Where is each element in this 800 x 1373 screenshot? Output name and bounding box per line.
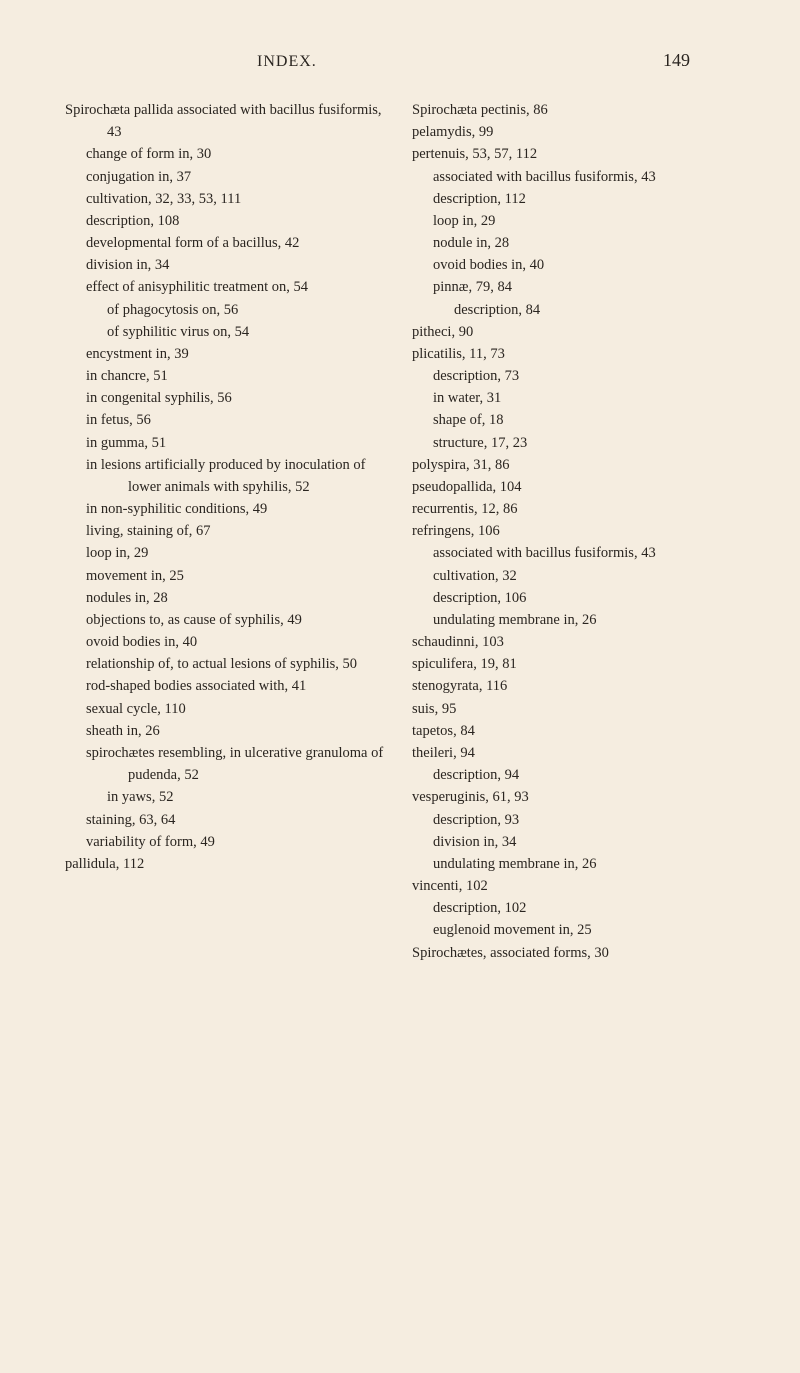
index-entry: shape of, 18 [412,409,735,431]
index-entry: pinnæ, 79, 84 [412,276,735,298]
index-entry: loop in, 29 [65,542,388,564]
index-entry: in non-syphilitic conditions, 49 [65,498,388,520]
index-entry: relationship of, to actual lesions of sy… [65,653,388,675]
index-entry: sheath in, 26 [65,720,388,742]
index-entry: ovoid bodies in, 40 [65,631,388,653]
index-entry: vincenti, 102 [412,875,735,897]
left-column: Spirochæta pallida associated with bacil… [65,99,388,964]
index-entry: refringens, 106 [412,520,735,542]
index-entry: division in, 34 [65,254,388,276]
index-entry: euglenoid movement in, 25 [412,919,735,941]
index-entry: suis, 95 [412,698,735,720]
index-entry: ovoid bodies in, 40 [412,254,735,276]
index-entry: stenogyrata, 116 [412,675,735,697]
index-entry: recurrentis, 12, 86 [412,498,735,520]
index-entry: description, 73 [412,365,735,387]
index-columns: Spirochæta pallida associated with bacil… [65,99,735,964]
index-entry: pseudopallida, 104 [412,476,735,498]
index-entry: structure, 17, 23 [412,432,735,454]
index-entry: encystment in, 39 [65,343,388,365]
index-entry: in water, 31 [412,387,735,409]
index-entry: associated with bacillus fusiformis, 43 [412,542,735,564]
index-entry: in lesions artificially produced by inoc… [65,454,388,498]
index-entry: objections to, as cause of syphilis, 49 [65,609,388,631]
index-entry: effect of anisyphilitic treatment on, 54 [65,276,388,298]
index-entry: of syphilitic virus on, 54 [65,321,388,343]
index-entry: of phagocytosis on, 56 [65,299,388,321]
index-entry: division in, 34 [412,831,735,853]
index-entry: developmental form of a bacillus, 42 [65,232,388,254]
index-entry: description, 94 [412,764,735,786]
index-entry: movement in, 25 [65,565,388,587]
index-entry: Spirochæta pallida associated with bacil… [65,99,388,143]
index-entry: undulating membrane in, 26 [412,853,735,875]
index-entry: loop in, 29 [412,210,735,232]
index-entry: theileri, 94 [412,742,735,764]
page-number: 149 [663,50,690,71]
index-entry: pelamydis, 99 [412,121,735,143]
index-entry: nodules in, 28 [65,587,388,609]
index-entry: in gumma, 51 [65,432,388,454]
index-entry: description, 108 [65,210,388,232]
index-entry: description, 112 [412,188,735,210]
index-entry: undulating membrane in, 26 [412,609,735,631]
index-entry: in yaws, 52 [65,786,388,808]
page-header: INDEX. 149 [65,50,735,71]
index-entry: description, 93 [412,809,735,831]
index-entry: variability of form, 49 [65,831,388,853]
index-entry: Spirochætes, associated forms, 30 [412,942,735,964]
index-entry: staining, 63, 64 [65,809,388,831]
index-entry: cultivation, 32, 33, 53, 111 [65,188,388,210]
index-entry: in fetus, 56 [65,409,388,431]
index-entry: description, 84 [412,299,735,321]
index-entry: pallidula, 112 [65,853,388,875]
index-entry: plicatilis, 11, 73 [412,343,735,365]
index-entry: schaudinni, 103 [412,631,735,653]
index-entry: polyspira, 31, 86 [412,454,735,476]
index-entry: associated with bacillus fusiformis, 43 [412,166,735,188]
index-entry: in congenital syphilis, 56 [65,387,388,409]
index-entry: description, 106 [412,587,735,609]
index-entry: spirochætes resembling, in ulcerative gr… [65,742,388,786]
index-entry: sexual cycle, 110 [65,698,388,720]
index-entry: change of form in, 30 [65,143,388,165]
right-column: Spirochæta pectinis, 86pelamydis, 99pert… [412,99,735,964]
index-entry: spiculifera, 19, 81 [412,653,735,675]
index-entry: vesperuginis, 61, 93 [412,786,735,808]
index-entry: tapetos, 84 [412,720,735,742]
index-entry: Spirochæta pectinis, 86 [412,99,735,121]
index-entry: description, 102 [412,897,735,919]
index-entry: rod-shaped bodies associated with, 41 [65,675,388,697]
index-entry: in chancre, 51 [65,365,388,387]
index-entry: conjugation in, 37 [65,166,388,188]
index-entry: pitheci, 90 [412,321,735,343]
index-entry: living, staining of, 67 [65,520,388,542]
index-entry: nodule in, 28 [412,232,735,254]
page-container: INDEX. 149 Spirochæta pallida associated… [65,50,735,1333]
header-title: INDEX. [257,53,317,71]
index-entry: cultivation, 32 [412,565,735,587]
index-entry: pertenuis, 53, 57, 112 [412,143,735,165]
